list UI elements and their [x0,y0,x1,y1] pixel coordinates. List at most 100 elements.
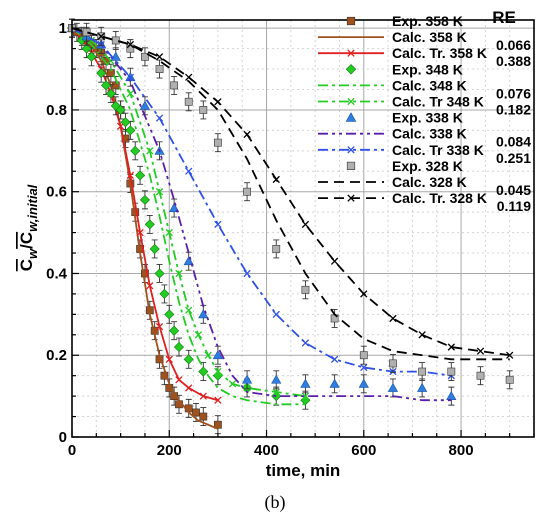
data-point-marker [241,374,253,384]
x-tick-label: 0 [68,442,76,459]
data-point-marker [126,171,135,180]
data-point-marker [185,167,193,175]
data-point-marker [139,100,151,110]
data-point-marker [101,80,112,91]
data-point-marker [198,309,209,319]
data-point-marker [185,306,193,314]
legend-item-calc-tr-328-k: Calc. Tr. 328 K 0.119 [318,190,531,214]
data-point-marker [272,245,281,253]
legend-label: Exp. 328 K [392,158,463,174]
data-point-marker [199,106,208,114]
data-point-marker [154,268,165,279]
data-point-marker [115,104,126,115]
data-point-marker [214,220,222,229]
legend-re-value: 0.084 [496,134,531,150]
data-point-marker [243,269,251,278]
data-point-marker [126,40,135,49]
data-point-marker [329,378,340,388]
legend-label: Exp. 358 K [392,13,463,29]
data-point-marker [204,351,212,359]
legend-label: Calc. 348 K [392,77,467,93]
legend-marker [347,97,355,106]
data-point-marker [165,228,173,237]
data-point-marker [243,187,251,196]
legend-item-exp-358-k: Exp. 358 K [346,13,463,29]
data-point-marker [330,355,339,363]
legend-marker [345,112,357,122]
legend-re-value: 0.388 [496,53,531,69]
data-point-marker [358,378,369,388]
data-point-marker [175,269,183,278]
y-axis-title-sub1: w [25,248,40,259]
y-axis-title: Cw/Cw,initial [17,184,40,271]
data-point-marker [146,282,154,290]
data-point-marker [159,288,170,299]
data-point-marker [81,43,92,54]
series-calc-358-k [71,27,219,430]
legend-label: Calc. Tr. 358 K [392,45,487,61]
legend-item-calc-358-k: Calc. 358 K 0.066 [318,29,531,53]
series-line [71,27,306,398]
data-point-marker [183,354,194,365]
legend-marker [347,194,355,202]
data-point-marker [272,310,280,319]
data-point-marker [130,145,141,156]
data-point-marker [126,89,135,98]
legend-re-value: 0.251 [496,150,531,166]
data-point-marker [418,331,426,339]
data-point-marker [184,97,193,106]
legend-item-exp-338-k: Exp. 338 K [345,110,463,126]
data-point-marker [97,32,105,41]
data-point-marker [387,382,399,392]
series-line [71,27,510,357]
legend-marker [346,16,356,26]
legend-marker [346,161,356,171]
data-point-marker [164,309,175,320]
data-point-marker [135,170,146,181]
y-tick-label: 0.6 [46,184,67,201]
legend-item-exp-328-k: Exp. 328 K [346,158,463,174]
data-point-marker [212,350,224,360]
data-point-marker [126,44,135,53]
series-calc-348-k [71,27,306,406]
x-axis-title: time, min [266,461,341,480]
data-point-marker [272,175,280,184]
data-point-marker [144,219,155,230]
data-point-marker [169,202,180,212]
data-point-marker [96,68,107,79]
legend-marker [345,64,357,75]
legend-re-value: 0.076 [496,85,531,101]
data-point-marker [82,28,91,37]
x-tick-label: 600 [351,442,376,459]
x-tick-label: 200 [157,442,182,459]
svg-text:Cw/Cw,initial: Cw/Cw,initial [17,184,40,271]
data-point-marker [155,322,164,331]
legend-item-calc-tr-338-k: Calc. Tr 338 K 0.251 [318,142,531,166]
data-point-marker [301,392,310,400]
series-line [71,27,306,406]
data-point-marker [165,355,173,363]
y-tick-label: 0.4 [46,265,68,282]
data-point-marker [476,347,485,355]
x-tick-label: 800 [449,442,474,459]
data-point-marker [173,342,185,353]
data-point-marker [170,81,179,90]
data-point-marker [213,138,222,147]
data-point-marker [243,130,251,139]
legend-label: Calc. 358 K [392,29,467,45]
data-point-marker [360,290,368,298]
series-line [71,27,510,361]
data-point-marker [301,220,310,229]
data-point-marker [169,325,180,336]
data-point-marker [417,382,428,392]
data-point-marker [505,375,514,384]
data-point-marker [389,314,397,323]
data-point-marker [155,65,164,73]
series-line [71,27,452,402]
data-point-marker [506,351,514,359]
legend-label: Calc. Tr 348 K [392,94,484,110]
legend-re-value: 0.045 [496,182,531,198]
series-calc-tr-328-k [71,27,514,359]
